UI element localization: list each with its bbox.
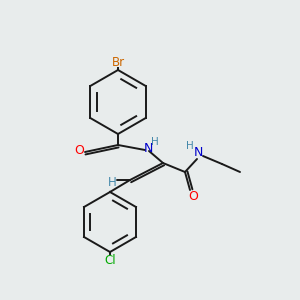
Text: Cl: Cl (104, 254, 116, 266)
Text: H: H (151, 137, 159, 147)
Text: N: N (193, 146, 203, 160)
Text: N: N (143, 142, 153, 154)
Text: O: O (74, 145, 84, 158)
Text: Br: Br (111, 56, 124, 68)
Text: O: O (188, 190, 198, 202)
Text: H: H (186, 141, 194, 151)
Text: H: H (108, 176, 116, 188)
